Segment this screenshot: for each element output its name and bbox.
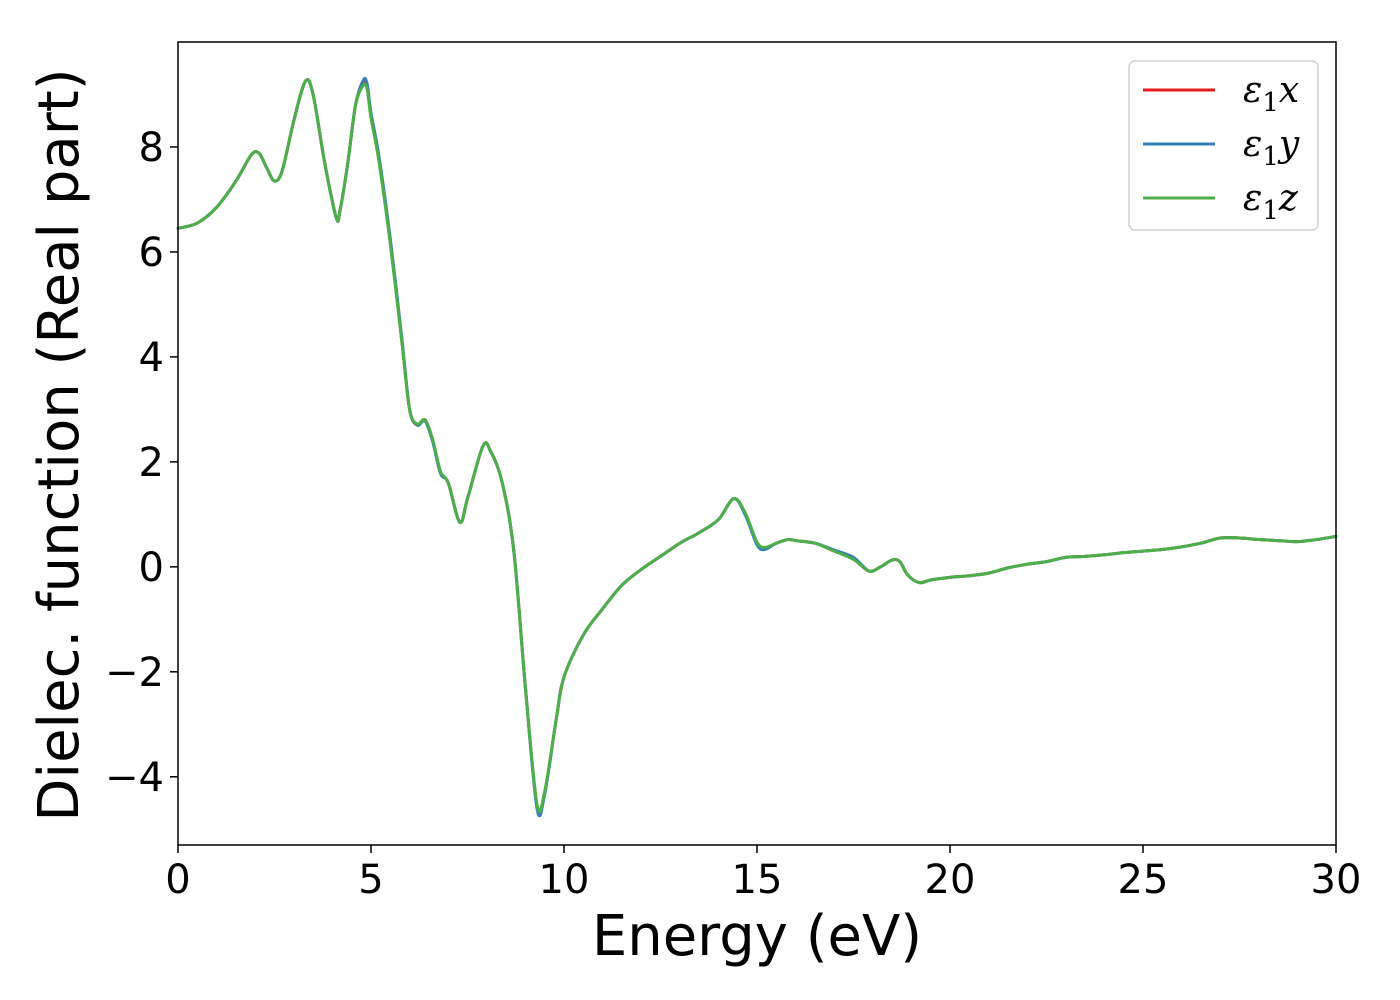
x-tick-label: 15: [732, 857, 783, 903]
y-tick-label: −4: [105, 755, 164, 801]
x-tick-label: 30: [1311, 857, 1362, 903]
y-tick-label: 2: [139, 440, 164, 486]
y-tick-label: 8: [139, 125, 164, 171]
x-tick-label: 20: [925, 857, 976, 903]
series-layer: [176, 77, 1338, 818]
y-tick-label: −2: [105, 650, 164, 696]
legend-label-x: ε1x: [1243, 70, 1299, 118]
x-tick-label: 0: [165, 857, 190, 903]
legend-label-z: ε1z: [1243, 178, 1299, 226]
x-axis: 0 5 10 15 20 25 30: [165, 845, 1361, 903]
y-tick-label: 0: [139, 545, 164, 591]
y-tick-label: 6: [139, 230, 164, 276]
x-tick-label: 5: [358, 857, 383, 903]
x-axis-title: Energy (eV): [592, 904, 922, 969]
legend-label-y: ε1y: [1243, 124, 1300, 172]
y-axis: −4 −2 0 2 4 6 8: [105, 125, 178, 801]
legend-box: [1128, 60, 1319, 231]
legend: ε1x ε1y ε1z: [1128, 60, 1319, 231]
series-line-z: [176, 78, 1338, 813]
x-tick-label: 25: [1118, 857, 1169, 903]
y-tick-label: 4: [139, 335, 164, 381]
x-tick-label: 10: [539, 857, 590, 903]
y-axis-title: Dielec. function (Real part): [27, 68, 92, 821]
